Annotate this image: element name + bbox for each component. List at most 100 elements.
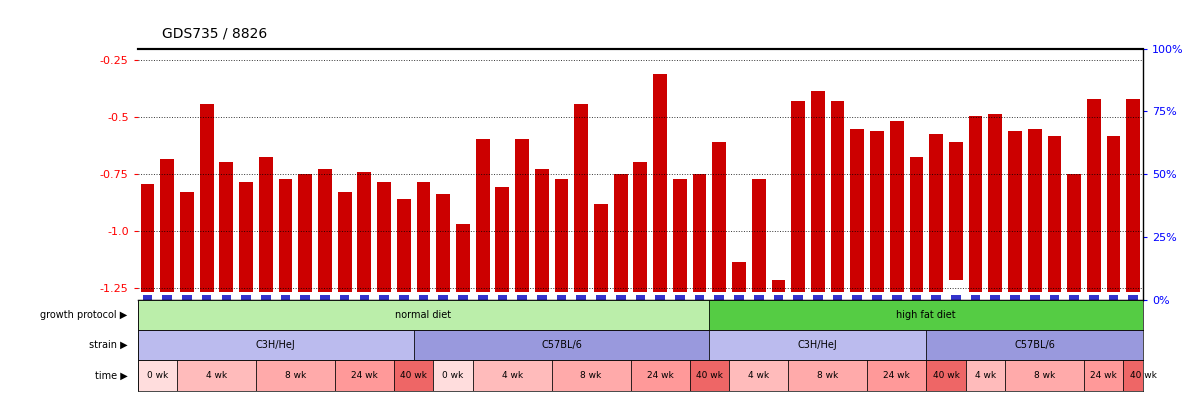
Text: 8 wk: 8 wk <box>818 371 838 380</box>
Bar <box>335 360 394 391</box>
Bar <box>397 199 411 292</box>
Bar <box>300 295 310 300</box>
Bar <box>810 91 825 292</box>
Bar <box>377 182 391 292</box>
Bar <box>710 330 926 360</box>
Bar <box>242 295 251 300</box>
Bar <box>791 101 806 292</box>
Bar <box>596 295 606 300</box>
Bar <box>694 295 704 300</box>
Bar <box>1084 360 1124 391</box>
Text: C3H/HeJ: C3H/HeJ <box>256 340 296 350</box>
Text: 24 wk: 24 wk <box>351 371 378 380</box>
Bar <box>318 169 332 292</box>
Bar <box>458 295 468 300</box>
Bar <box>633 162 648 292</box>
Text: C3H/HeJ: C3H/HeJ <box>798 340 838 350</box>
Text: normal diet: normal diet <box>395 310 451 320</box>
Bar <box>340 295 350 300</box>
Text: 8 wk: 8 wk <box>285 371 306 380</box>
Bar <box>794 295 803 300</box>
Bar <box>1129 295 1138 300</box>
Bar <box>280 295 291 300</box>
Text: 24 wk: 24 wk <box>883 371 910 380</box>
Text: time ▶: time ▶ <box>95 371 128 381</box>
Bar <box>712 141 727 292</box>
Bar <box>772 279 785 292</box>
Bar <box>433 360 473 391</box>
Bar <box>1008 132 1022 292</box>
Bar <box>577 295 587 300</box>
Bar <box>473 360 552 391</box>
Bar <box>615 295 626 300</box>
Bar <box>438 295 448 300</box>
Bar <box>478 295 487 300</box>
Bar <box>1087 99 1101 292</box>
Bar <box>710 300 1143 330</box>
Bar <box>417 182 431 292</box>
Bar <box>180 192 194 292</box>
Bar <box>219 162 233 292</box>
Bar <box>852 295 862 300</box>
Bar <box>298 174 312 292</box>
Bar <box>1089 295 1099 300</box>
Bar <box>1108 295 1118 300</box>
Bar <box>138 360 177 391</box>
Bar <box>789 360 867 391</box>
Bar <box>831 101 844 292</box>
Bar <box>636 295 645 300</box>
Bar <box>1047 136 1062 292</box>
Bar <box>1069 295 1078 300</box>
Bar <box>456 224 470 292</box>
Bar <box>754 295 764 300</box>
Bar <box>221 295 231 300</box>
Text: strain ▶: strain ▶ <box>89 340 128 350</box>
Bar <box>261 295 271 300</box>
Bar <box>1107 136 1120 292</box>
Bar <box>394 360 433 391</box>
Bar <box>1126 99 1141 292</box>
Bar <box>870 132 883 292</box>
Bar <box>554 179 569 292</box>
Text: 4 wk: 4 wk <box>502 371 523 380</box>
Bar <box>160 159 174 292</box>
Bar <box>1029 295 1039 300</box>
Bar <box>1005 360 1084 391</box>
Bar <box>968 116 983 292</box>
Bar <box>673 179 687 292</box>
Text: 24 wk: 24 wk <box>646 371 674 380</box>
Bar <box>910 157 923 292</box>
Bar <box>358 172 371 292</box>
Bar <box>475 139 490 292</box>
Bar <box>889 122 904 292</box>
Bar <box>1010 295 1020 300</box>
Bar <box>1028 129 1041 292</box>
Bar <box>966 360 1005 391</box>
Bar <box>575 104 588 292</box>
Bar <box>752 179 766 292</box>
Text: 40 wk: 40 wk <box>1130 371 1156 380</box>
Bar <box>949 141 962 279</box>
Bar <box>177 360 256 391</box>
Text: C57BL/6: C57BL/6 <box>1014 340 1055 350</box>
Text: 8 wk: 8 wk <box>1034 371 1056 380</box>
Text: 4 wk: 4 wk <box>748 371 770 380</box>
Bar <box>138 330 414 360</box>
Bar <box>537 295 547 300</box>
Bar <box>1068 174 1081 292</box>
Bar <box>873 295 882 300</box>
Bar <box>496 187 509 292</box>
Bar <box>419 295 429 300</box>
Text: 4 wk: 4 wk <box>974 371 996 380</box>
Bar <box>989 114 1002 292</box>
Bar <box>971 295 980 300</box>
Bar <box>259 157 273 292</box>
Bar <box>912 295 922 300</box>
Bar <box>675 295 685 300</box>
Bar <box>142 295 152 300</box>
Text: 24 wk: 24 wk <box>1090 371 1117 380</box>
Bar <box>990 295 1001 300</box>
Text: 40 wk: 40 wk <box>695 371 723 380</box>
Bar <box>594 204 608 292</box>
Bar <box>689 360 729 391</box>
